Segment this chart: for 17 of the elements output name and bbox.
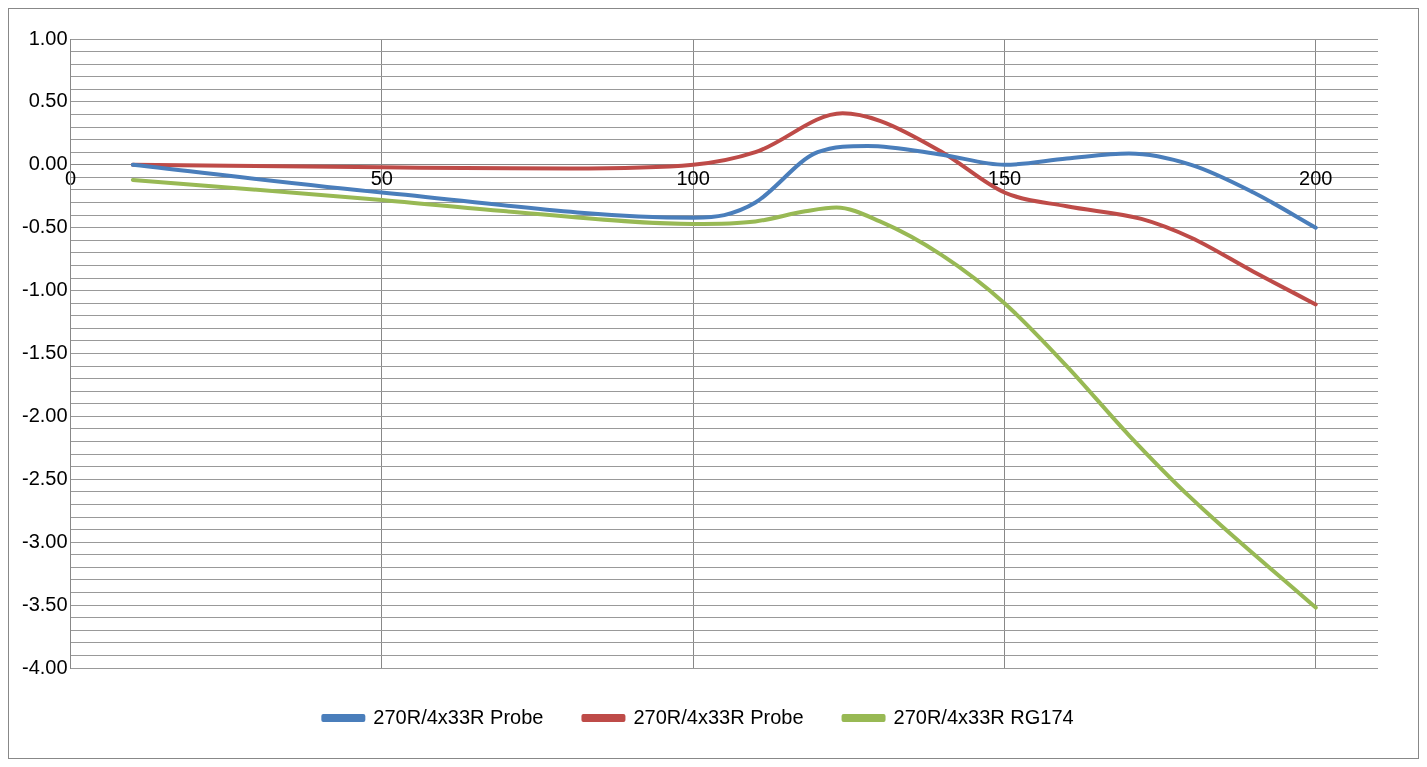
y-tick-label: 1.00 <box>28 26 68 49</box>
y-tick-label: -3.50 <box>21 592 68 615</box>
y-tick-label: -2.50 <box>21 466 68 489</box>
x-tick-label: 100 <box>676 167 710 190</box>
y-tick-label: -3.00 <box>21 529 68 552</box>
legend-label: 270R/4x33R RG174 <box>893 705 1074 728</box>
y-tick-label: -1.00 <box>21 278 68 301</box>
x-tick-label: 150 <box>987 167 1022 190</box>
x-tick-label: 50 <box>370 167 393 190</box>
x-tick-label: 200 <box>1299 167 1333 190</box>
y-tick-label: -4.00 <box>21 655 68 678</box>
y-tick-label: -2.00 <box>21 403 68 426</box>
legend-label: 270R/4x33R Probe <box>633 705 804 728</box>
y-tick-label: -1.50 <box>21 341 68 364</box>
legend-label: 270R/4x33R Probe <box>373 705 544 728</box>
y-tick-label: 0.50 <box>28 89 68 112</box>
y-tick-label: -0.50 <box>21 215 68 238</box>
